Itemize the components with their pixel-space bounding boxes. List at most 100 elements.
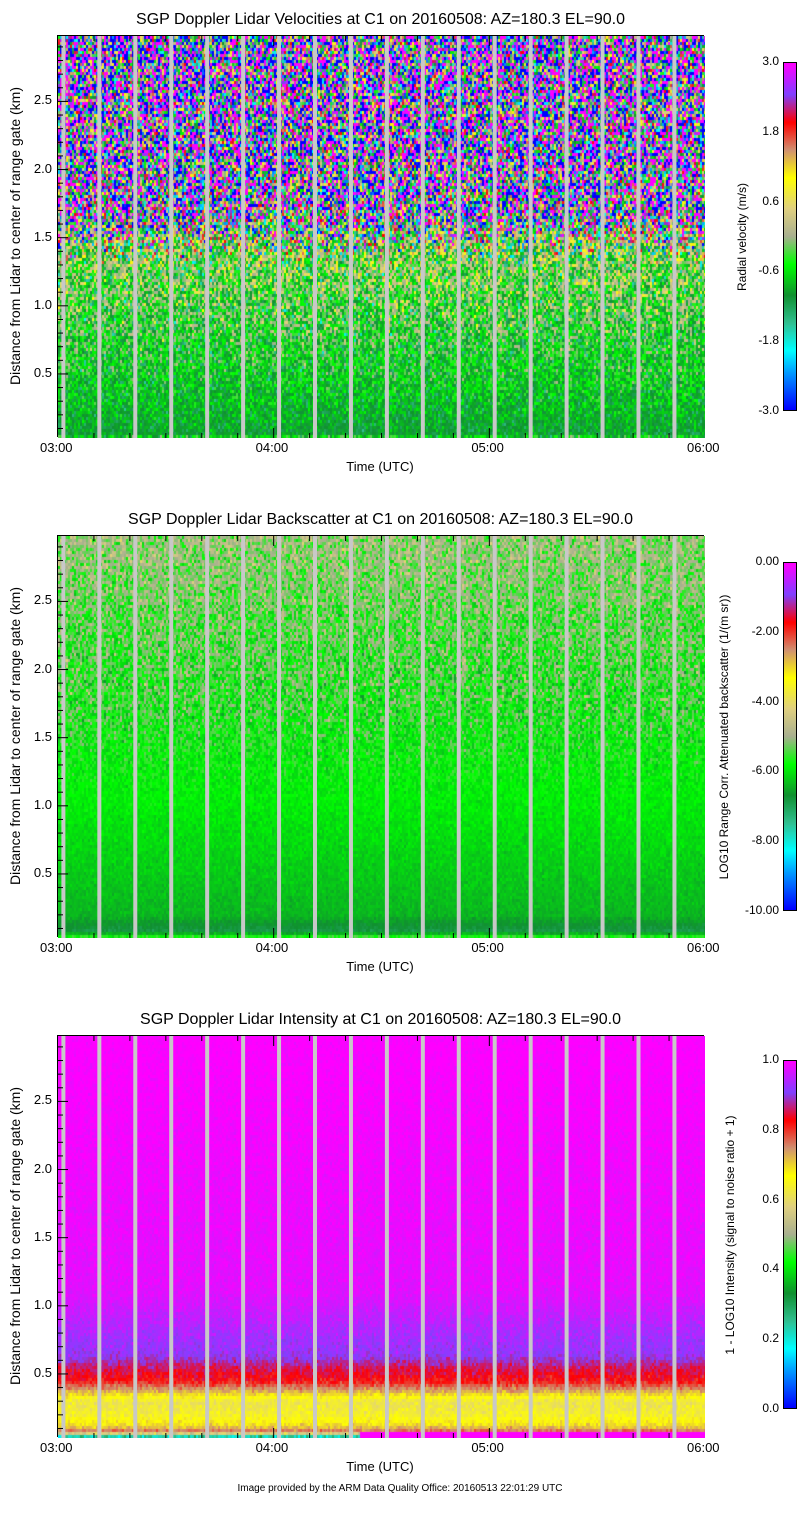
data-gap-stripe	[492, 1036, 497, 1438]
data-gap-stripe	[636, 36, 641, 438]
data-gap-stripe	[564, 536, 569, 938]
data-gap-stripe	[456, 1036, 461, 1438]
data-gap-stripe	[420, 1036, 425, 1438]
heatmap-plot-area	[57, 35, 705, 438]
colorbar-tick-label: -1.8	[758, 333, 779, 348]
y-tick-label: 1.0	[33, 296, 52, 312]
colorbar-label: LOG10 Range Corr. Attenuated backscatter…	[717, 594, 731, 880]
colorbar-tick-label: -0.6	[758, 263, 779, 278]
x-axis-label: Time (UTC)	[346, 459, 414, 474]
x-tick-label: 06:00	[687, 1440, 720, 1455]
overlay	[58, 36, 677, 438]
colorbar-label: Radial velocity (m/s)	[735, 182, 749, 292]
y-tick-label: 2.0	[33, 660, 52, 676]
data-gap-stripe	[97, 1036, 102, 1438]
data-gap-stripe	[348, 36, 353, 438]
data-gap-stripe	[169, 36, 174, 438]
data-gap-stripe	[205, 36, 210, 438]
data-gap-stripe	[241, 536, 246, 938]
y-tick-label: 2.0	[33, 1160, 52, 1176]
x-tick-label: 05:00	[471, 1440, 504, 1455]
data-gap-stripe	[313, 536, 318, 938]
colorbar-tick-label: 3.0	[762, 54, 779, 68]
data-gap-stripe	[133, 536, 138, 938]
panel-3: SGP Doppler Lidar Intensity at C1 on 201…	[0, 1011, 800, 1525]
data-gap-stripe	[564, 1036, 569, 1438]
colorbar	[783, 1060, 797, 1409]
x-axis-label: Time (UTC)	[346, 1459, 414, 1474]
data-gap-stripe	[672, 36, 677, 438]
y-tick-label: 1.0	[33, 1296, 52, 1312]
colorbar-gradient	[784, 1061, 796, 1408]
data-gap-stripe	[205, 536, 210, 938]
x-tick-label: 06:00	[687, 440, 720, 455]
data-gap-stripe	[600, 1036, 605, 1438]
data-gap-stripe	[241, 1036, 246, 1438]
colorbar-tick-label: 1.8	[762, 123, 779, 138]
x-tick-label: 05:00	[471, 940, 504, 955]
colorbar-gradient	[784, 63, 796, 410]
y-tick-label: 1.5	[33, 728, 52, 744]
y-tick-label: 2.0	[33, 160, 52, 176]
data-gap-stripe	[205, 1036, 210, 1438]
x-tick-label: 06:00	[687, 940, 720, 955]
x-tick-label: 04:00	[255, 440, 289, 455]
chart-title: SGP Doppler Lidar Intensity at C1 on 201…	[140, 1011, 621, 1028]
data-gap-stripe	[384, 1036, 389, 1438]
data-gap-stripe	[492, 536, 497, 938]
y-tick-label: 2.5	[33, 1092, 52, 1108]
data-gap-stripe	[528, 536, 533, 938]
data-gap-stripe	[528, 36, 533, 438]
y-tick-label: 0.5	[33, 864, 52, 880]
colorbar-tick-label: -8.00	[751, 833, 779, 848]
data-gap-stripe	[277, 36, 282, 438]
colorbar-tick-label: 0.8	[762, 1121, 779, 1136]
data-gap-stripe	[420, 536, 425, 938]
y-axis-label: Distance from Lidar to center of range g…	[7, 586, 23, 886]
data-gap-stripe	[61, 36, 66, 438]
colorbar-tick-label: 0.00	[755, 554, 779, 568]
data-gap-stripe	[313, 36, 318, 438]
overlay	[58, 1036, 677, 1438]
colorbar	[783, 562, 797, 911]
colorbar-tick-label: -3.0	[758, 403, 779, 417]
y-tick-label: 2.5	[33, 92, 52, 108]
colorbar-label: 1 - LOG10 Intensity (signal to noise rat…	[723, 1115, 737, 1355]
data-gap-stripe	[277, 1036, 282, 1438]
data-gap-stripe	[420, 36, 425, 438]
colorbar-tick-label: 0.4	[762, 1261, 779, 1276]
chart-title: SGP Doppler Lidar Backscatter at C1 on 2…	[128, 511, 633, 528]
data-gap-stripe	[636, 1036, 641, 1438]
data-gap-stripe	[277, 536, 282, 938]
x-tick-label: 03:00	[40, 940, 73, 955]
colorbar-tick-label: 0.2	[762, 1331, 779, 1346]
colorbar-tick-label: -4.00	[751, 693, 779, 708]
data-gap-stripe	[456, 536, 461, 938]
x-tick-label: 04:00	[255, 940, 289, 955]
y-axis-label: Distance from Lidar to center of range g…	[7, 86, 23, 386]
colorbar	[783, 62, 797, 411]
y-tick-label: 0.5	[33, 1364, 52, 1380]
y-tick-label: 2.5	[33, 592, 52, 608]
data-gap-stripe	[456, 36, 461, 438]
y-tick-label: 1.5	[33, 1228, 52, 1244]
colorbar-tick-label: 1.0	[762, 1052, 779, 1066]
heatmap-canvas	[58, 1036, 705, 1438]
y-axis-label: Distance from Lidar to center of range g…	[7, 1086, 23, 1386]
data-gap-stripe	[97, 36, 102, 438]
data-gap-stripe	[169, 1036, 174, 1438]
data-gap-stripe	[384, 536, 389, 938]
x-tick-label: 04:00	[255, 1440, 289, 1455]
data-gap-stripe	[133, 1036, 138, 1438]
data-gap-stripe	[97, 536, 102, 938]
colorbar-tick-label: 0.6	[762, 1191, 779, 1206]
panel-1: SGP Doppler Lidar Velocities at C1 on 20…	[0, 11, 800, 525]
colorbar-tick-label: -6.00	[751, 763, 779, 778]
footer-credit: Image provided by the ARM Data Quality O…	[237, 1483, 563, 1494]
data-gap-stripe	[61, 1036, 66, 1438]
data-gap-stripe	[61, 536, 66, 938]
heatmap-plot-area	[57, 1035, 705, 1438]
data-gap-stripe	[672, 536, 677, 938]
colorbar-gradient	[784, 563, 796, 910]
y-tick-label: 0.5	[33, 364, 52, 380]
